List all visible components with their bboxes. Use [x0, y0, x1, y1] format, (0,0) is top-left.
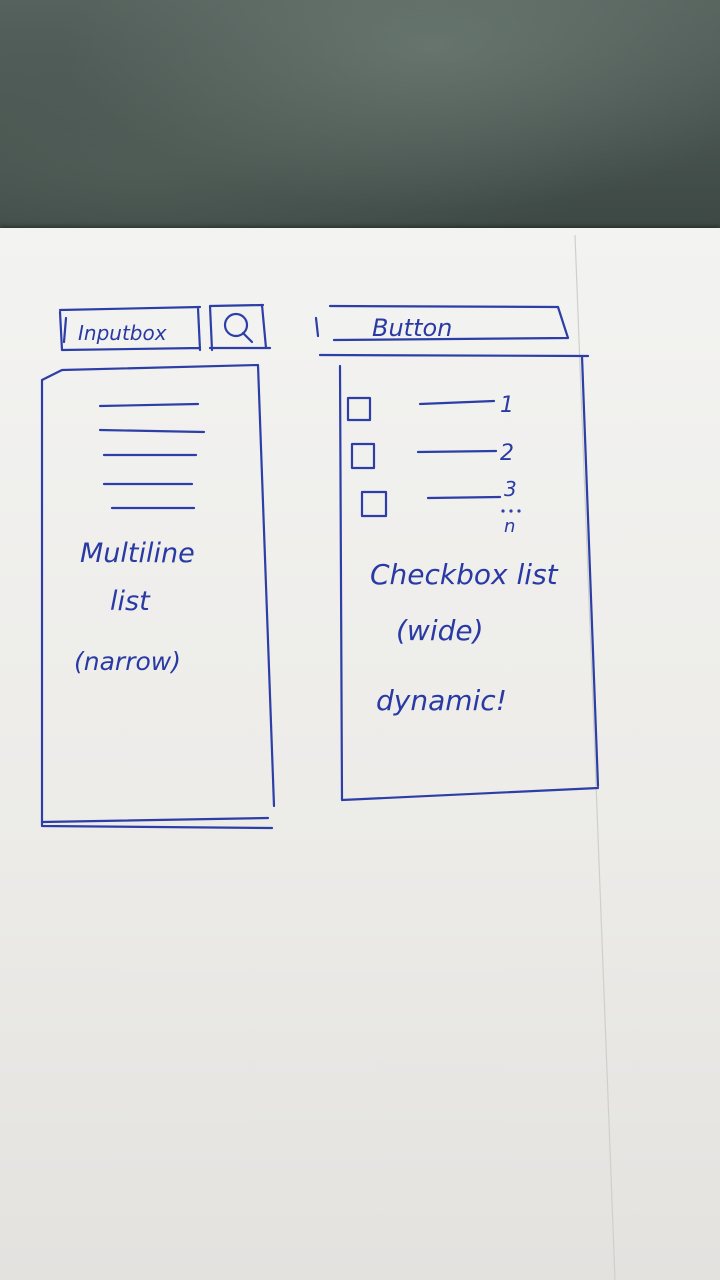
item-number: 3 — [504, 477, 517, 501]
item-line — [426, 495, 502, 500]
paper-sheet — [0, 228, 720, 1280]
search-icon — [223, 312, 254, 344]
checkbox[interactable] — [346, 396, 372, 422]
checkbox-item[interactable]: 3 — [360, 477, 517, 518]
floor-background — [0, 0, 720, 240]
continuation: n — [501, 509, 521, 537]
item-number: 2 — [500, 441, 514, 466]
list-caption-line2: list — [110, 586, 151, 617]
search-button[interactable] — [208, 303, 272, 352]
checkbox-list[interactable]: 1 2 3 n Checkbox list (wide) dynamic! — [318, 353, 600, 802]
list-caption-line3: (narrow) — [74, 647, 181, 676]
checkbox-caption-line1: Checkbox list — [370, 558, 559, 591]
action-button-label: Button — [372, 314, 452, 342]
checkbox[interactable] — [360, 490, 388, 518]
checkbox-caption-line3: dynamic! — [376, 684, 507, 717]
list-lines — [98, 402, 206, 510]
list-caption-line1: Multiline — [80, 538, 195, 569]
item-last: n — [504, 516, 515, 537]
checkbox-item[interactable]: 1 — [346, 393, 514, 422]
multiline-list[interactable]: Multiline list (narrow) — [40, 363, 276, 830]
checkbox-caption-line2: (wide) — [396, 614, 484, 647]
action-button[interactable]: Button — [314, 304, 570, 342]
input-box[interactable]: Inputbox — [58, 305, 202, 352]
item-line — [418, 399, 496, 406]
checkbox[interactable] — [350, 442, 376, 470]
checkbox-item[interactable]: 2 — [350, 441, 514, 470]
input-box-label: Inputbox — [78, 321, 167, 345]
item-line — [416, 449, 498, 454]
item-number: 1 — [500, 393, 514, 418]
